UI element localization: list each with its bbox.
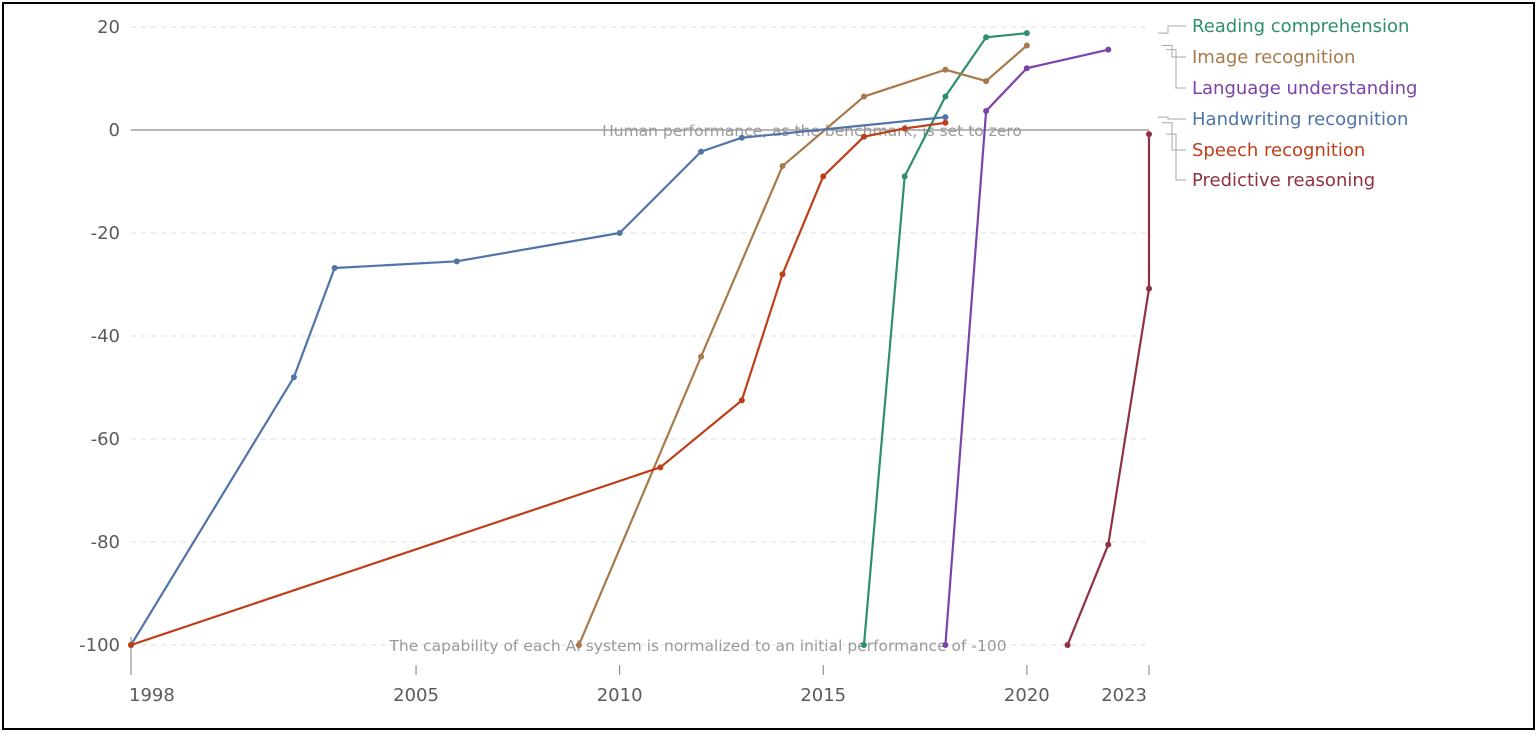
legend-connector — [1158, 25, 1186, 34]
data-point — [942, 119, 949, 126]
legend-connector — [1162, 45, 1186, 58]
data-point — [1146, 131, 1152, 138]
legend-connector — [1166, 49, 1186, 89]
data-point — [942, 114, 949, 121]
data-point — [657, 464, 664, 471]
y-tick-label: 20 — [97, 17, 120, 38]
data-point — [983, 34, 990, 41]
legend-label: Speech recognition — [1192, 140, 1365, 161]
legend-connector — [1166, 133, 1186, 181]
data-point — [983, 107, 990, 114]
legend-label: Language understanding — [1192, 78, 1417, 99]
data-point — [290, 374, 297, 381]
data-point — [983, 78, 990, 85]
data-point — [901, 173, 908, 180]
data-point — [1023, 65, 1030, 72]
data-point — [1064, 642, 1071, 648]
x-tick-label: 2020 — [1004, 685, 1050, 706]
data-point — [901, 125, 908, 132]
data-point — [1105, 46, 1112, 53]
x-tick-label: 2005 — [393, 685, 439, 706]
y-tick-label: -60 — [91, 429, 120, 450]
y-tick-label: -40 — [91, 326, 120, 347]
series-line — [130, 121, 946, 647]
legend-connector — [1162, 122, 1186, 151]
series-lines — [128, 30, 1152, 648]
data-point — [698, 148, 705, 155]
series-line — [1066, 134, 1151, 646]
data-point — [942, 642, 949, 648]
gridlines — [131, 26, 1149, 646]
data-point — [453, 258, 460, 265]
data-point — [738, 134, 745, 141]
legend: Reading comprehension Image recognition La… — [1158, 16, 1417, 191]
annotation-initial-performance: The capability of each AI system is norm… — [388, 637, 1006, 655]
data-point — [942, 66, 949, 73]
data-point — [738, 397, 745, 404]
legend-label: Handwriting recognition — [1192, 109, 1408, 130]
data-point — [942, 93, 949, 100]
series-line — [130, 116, 946, 646]
data-point — [779, 163, 786, 170]
data-point — [698, 353, 705, 360]
series-line — [944, 48, 1109, 646]
data-point — [1146, 285, 1152, 292]
data-point — [331, 265, 338, 272]
annotations: Human performance, as the benchmark, is … — [388, 122, 1021, 655]
data-point — [860, 93, 867, 100]
data-point — [820, 173, 827, 180]
data-point — [128, 642, 134, 648]
data-point — [860, 642, 867, 648]
data-point — [860, 133, 867, 140]
x-tick-label: 2023 — [1101, 685, 1147, 706]
data-point — [575, 642, 582, 648]
legend-label: Reading comprehension — [1192, 16, 1409, 37]
x-tick-label: 2010 — [597, 685, 643, 706]
y-tick-label: 0 — [109, 120, 120, 141]
y-tick-label: -80 — [91, 532, 120, 553]
x-tick-label: 2015 — [800, 685, 846, 706]
data-point — [1023, 42, 1030, 49]
y-tick-label: -100 — [79, 635, 120, 656]
data-point — [616, 230, 623, 236]
data-point — [1023, 30, 1030, 37]
data-point — [1105, 541, 1112, 548]
legend-label: Predictive reasoning — [1192, 170, 1375, 191]
legend-label: Image recognition — [1192, 47, 1355, 68]
y-tick-label: -20 — [91, 223, 120, 244]
data-point — [779, 271, 786, 278]
axes: 20 0 -20 -40 -60 -80 -100 1998 2005 2010 2015 2020 2… — [79, 17, 1150, 706]
legend-connector — [1158, 116, 1186, 120]
x-tick-label: 1998 — [129, 685, 175, 706]
